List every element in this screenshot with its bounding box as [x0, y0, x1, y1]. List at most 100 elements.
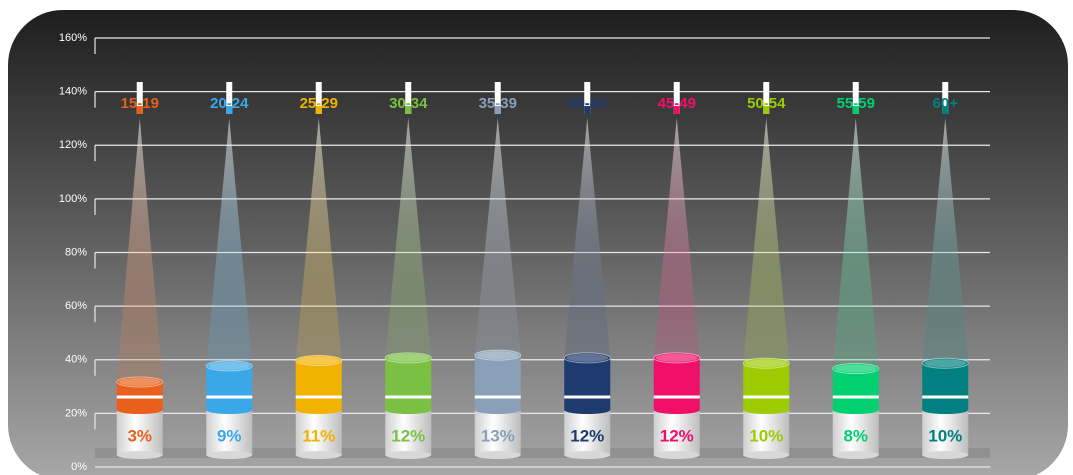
bar-bottom — [206, 406, 253, 414]
bar — [832, 368, 879, 410]
category-label: 30-34 — [389, 95, 428, 112]
bar-top-shine — [566, 353, 609, 362]
bar-bottom — [295, 406, 342, 414]
value-label: 12% — [391, 426, 425, 445]
marker-tip — [763, 106, 770, 114]
category-label: 35-39 — [479, 95, 517, 112]
bar-top — [205, 360, 253, 372]
value-label: 11% — [302, 426, 335, 445]
light-beam — [385, 118, 432, 358]
bar-bottom — [474, 406, 521, 414]
bar-top-shine — [387, 353, 430, 362]
pedestal-bottom — [474, 451, 521, 459]
value-label: 13% — [481, 426, 515, 445]
marker — [584, 82, 591, 114]
value-label: 12% — [570, 426, 604, 445]
marker-tip — [852, 106, 859, 114]
bar-top — [116, 376, 164, 388]
bar-top-shine — [297, 356, 340, 365]
value-label: 10% — [749, 426, 783, 445]
category-label: 60+ — [933, 95, 959, 112]
bar-bottom — [385, 406, 432, 414]
light-beam — [832, 118, 879, 369]
y-tick-label: 20% — [65, 407, 87, 419]
category-label: 25-29 — [300, 95, 338, 112]
marker — [494, 82, 501, 114]
pedestal-bottom — [922, 451, 969, 459]
pedestal-bottom — [385, 451, 432, 459]
y-tick-label: 0% — [71, 461, 87, 473]
value-label: 12% — [660, 426, 694, 445]
pedestal-bottom — [564, 451, 611, 459]
bar-top — [832, 363, 880, 375]
pedestal — [295, 410, 342, 455]
marker — [673, 82, 680, 114]
bar-top — [742, 357, 790, 369]
y-tick-label: 80% — [65, 246, 87, 258]
bar-top — [921, 357, 969, 369]
pedestal — [653, 410, 700, 455]
bar — [385, 357, 432, 410]
bar-top-shine — [118, 377, 161, 386]
bar-top-shine — [924, 359, 967, 368]
marker — [226, 82, 233, 114]
marker — [315, 82, 322, 114]
pedestal-bottom — [743, 451, 790, 459]
bar — [295, 360, 342, 410]
marker — [405, 82, 412, 114]
light-beam — [564, 118, 611, 358]
pedestal-bottom — [653, 451, 700, 459]
y-tick-label: 120% — [59, 139, 87, 151]
light-beam — [474, 118, 521, 356]
bar-top — [384, 352, 432, 364]
pedestal — [474, 410, 521, 455]
bar-bottom — [922, 406, 969, 414]
bar-top-shine — [745, 359, 788, 368]
pedestal — [206, 410, 253, 455]
marker — [852, 82, 859, 114]
value-label: 9% — [217, 426, 242, 445]
y-tick-label: 60% — [65, 300, 87, 312]
marker-tip — [942, 106, 949, 114]
y-tick-label: 140% — [59, 86, 87, 98]
light-beam — [206, 118, 253, 366]
bar-bottom — [653, 406, 700, 414]
light-beam — [743, 118, 790, 364]
pedestal — [832, 410, 879, 455]
bar-top-shine — [834, 364, 877, 373]
category-label: 40-44 — [568, 95, 607, 112]
category-label: 20-24 — [210, 95, 249, 112]
marker-tip — [315, 106, 322, 114]
pedestal-bottom — [116, 451, 163, 459]
floor — [95, 448, 990, 458]
bar-top — [563, 352, 611, 364]
bar-bottom — [564, 406, 611, 414]
value-label: 3% — [127, 426, 152, 445]
marker — [763, 82, 770, 114]
category-label: 50-54 — [747, 95, 786, 112]
background — [8, 10, 1068, 475]
bar — [474, 355, 521, 410]
category-label: 55-59 — [837, 95, 875, 112]
marker-tip — [494, 106, 501, 114]
pedestal — [922, 410, 969, 455]
y-tick-label: 160% — [59, 32, 87, 44]
bar — [564, 357, 611, 410]
pedestal-bottom — [832, 451, 879, 459]
bar-bottom — [832, 406, 879, 414]
bar-top — [295, 355, 343, 367]
bar-bottom — [743, 406, 790, 414]
bar-bottom — [116, 406, 163, 414]
bar-top — [653, 352, 701, 364]
bar-top-shine — [476, 351, 519, 360]
y-tick-label: 40% — [65, 354, 87, 366]
bar-top-shine — [655, 353, 698, 362]
y-tick-label: 100% — [59, 193, 87, 205]
bar — [206, 365, 253, 410]
pedestal — [743, 410, 790, 455]
bar-top — [474, 349, 522, 361]
marker — [136, 82, 143, 114]
marker-tip — [673, 106, 680, 114]
